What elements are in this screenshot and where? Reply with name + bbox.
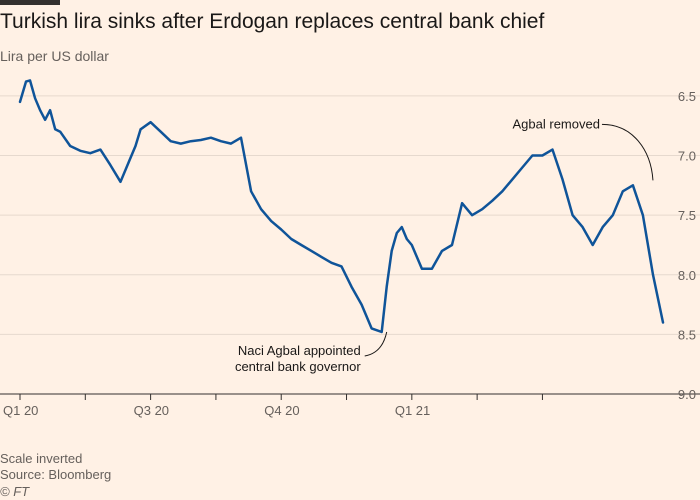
y-tick-label: 7.5 (678, 208, 696, 223)
x-tick-label: Q1 20 (3, 403, 38, 418)
scale-note: Scale inverted (0, 451, 83, 466)
annotation-leader-appointed (364, 331, 388, 357)
y-tick-label: 8.0 (678, 268, 696, 283)
y-tick-label: 6.5 (678, 89, 696, 104)
line-chart: 6.5 7.0 7.5 8.0 8.5 9.0 Q1 20 Q3 20 Q4 20 Q1 21 Na… (0, 79, 700, 418)
ft-credit: © FT (0, 484, 30, 499)
chart-subtitle: Lira per US dollar (0, 48, 109, 64)
annotation-label-removed: Agbal removed (513, 116, 600, 131)
annotation-label-appointed: central bank governor (235, 359, 361, 374)
y-tick-label: 7.0 (678, 149, 696, 164)
x-tick-label: Q4 20 (264, 403, 299, 418)
brand-bar (0, 0, 60, 5)
x-tick-label: Q3 20 (134, 403, 169, 418)
lira-series-line (18, 79, 665, 334)
y-tick-label: 8.5 (678, 327, 696, 342)
annotation-label-appointed: Naci Agbal appointed (238, 343, 361, 358)
x-tick-label: Q1 21 (395, 403, 430, 418)
annotation-leader-removed (601, 123, 654, 181)
chart-title: Turkish lira sinks after Erdogan replace… (0, 10, 545, 33)
y-tick-label: 9.0 (678, 387, 696, 402)
source-note: Source: Bloomberg (0, 467, 112, 482)
